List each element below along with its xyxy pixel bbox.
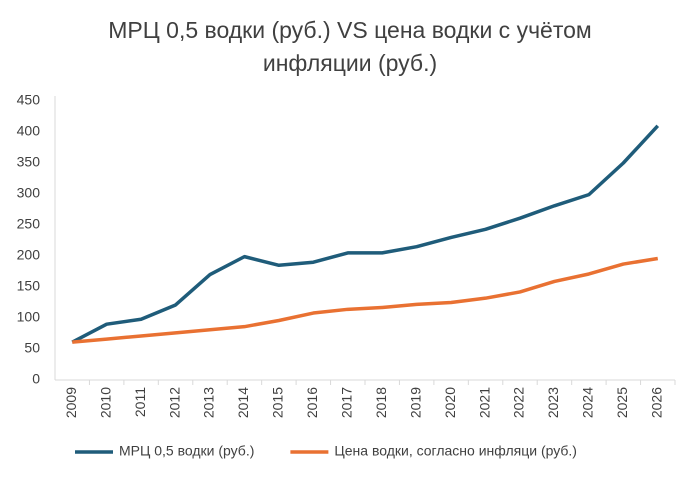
y-tick-label: 450: [17, 92, 41, 108]
x-tick-label: 2025: [614, 387, 630, 418]
x-tick-label: 2011: [132, 387, 148, 417]
x-tick-label: 2019: [407, 387, 423, 418]
y-tick-label: 150: [17, 278, 41, 294]
x-tick-label: 2009: [63, 387, 79, 418]
x-tick-label: 2022: [511, 387, 527, 418]
x-tick-label: 2017: [338, 387, 354, 418]
x-tick-label: 2020: [442, 387, 458, 418]
legend-label: Цена водки, согласно инфляци (руб.): [334, 443, 577, 459]
legend-label: МРЦ 0,5 водки (руб.): [119, 443, 254, 459]
x-tick-label: 2012: [166, 387, 182, 418]
x-tick-label: 2015: [270, 387, 286, 418]
y-tick-label: 250: [17, 216, 41, 232]
y-tick-label: 100: [17, 309, 41, 325]
y-tick-label: 50: [24, 340, 40, 356]
y-tick-label: 200: [17, 247, 41, 263]
x-tick-label: 2021: [476, 387, 492, 418]
x-tick-label: 2013: [201, 387, 217, 418]
y-tick-label: 400: [17, 123, 41, 139]
y-tick-label: 300: [17, 185, 41, 201]
x-tick-label: 2023: [545, 387, 561, 418]
chart-title: МРЦ 0,5 водки (руб.) VS цена водки с учё…: [108, 17, 592, 76]
x-tick-label: 2026: [648, 387, 664, 418]
y-tick-label: 350: [17, 154, 41, 170]
x-tick-label: 2010: [97, 387, 113, 418]
x-tick-label: 2016: [304, 387, 320, 418]
x-tick-label: 2018: [373, 387, 389, 418]
series-line: [71, 124, 660, 344]
x-tick-label: 2024: [580, 387, 596, 418]
series-line: [72, 256, 659, 344]
y-tick-label: 0: [32, 371, 40, 387]
x-tick-label: 2014: [235, 387, 251, 418]
